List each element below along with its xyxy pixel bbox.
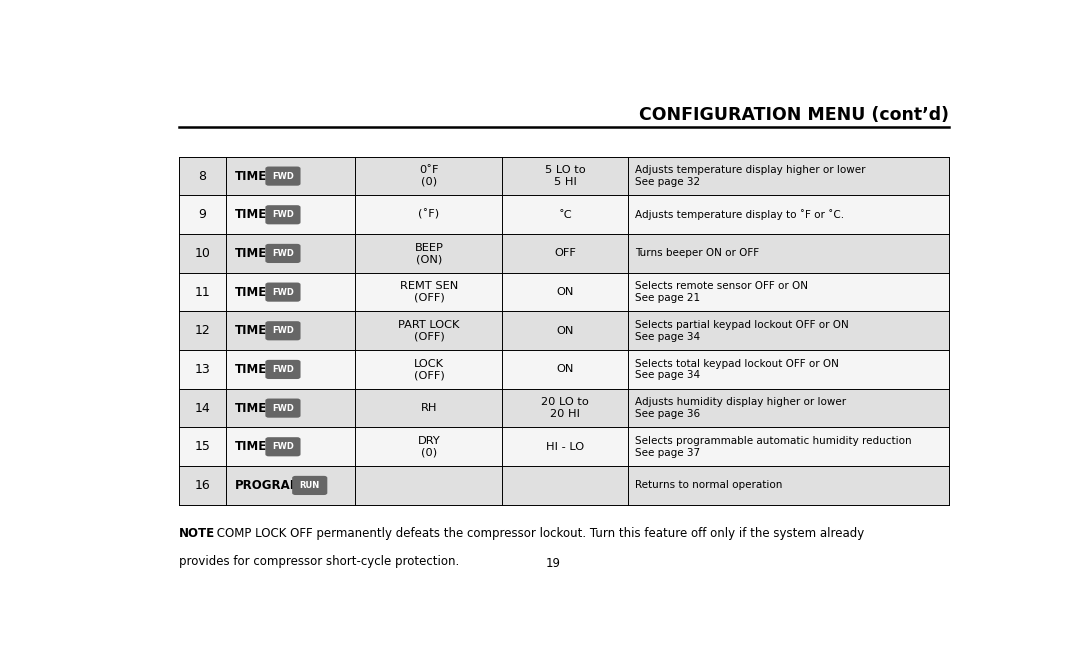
Text: RH: RH bbox=[421, 403, 437, 413]
Text: HI - LO: HI - LO bbox=[546, 441, 584, 452]
Text: 9: 9 bbox=[199, 208, 206, 221]
Bar bbox=[178, 466, 948, 505]
Text: 15: 15 bbox=[194, 440, 211, 453]
Text: 19: 19 bbox=[546, 557, 561, 571]
Text: 12: 12 bbox=[194, 324, 211, 337]
Text: ON: ON bbox=[556, 364, 573, 375]
FancyBboxPatch shape bbox=[266, 244, 300, 263]
FancyBboxPatch shape bbox=[266, 205, 300, 225]
Text: TIME: TIME bbox=[234, 247, 267, 260]
Text: FWD: FWD bbox=[272, 288, 294, 297]
Bar bbox=[178, 350, 948, 389]
Text: TIME: TIME bbox=[234, 170, 267, 183]
Text: LOCK
(OFF): LOCK (OFF) bbox=[414, 359, 444, 381]
Text: ON: ON bbox=[556, 287, 573, 297]
Text: 16: 16 bbox=[194, 479, 211, 492]
Text: provides for compressor short-cycle protection.: provides for compressor short-cycle prot… bbox=[178, 555, 459, 568]
Text: ON: ON bbox=[556, 326, 573, 336]
Text: BEEP
(ON): BEEP (ON) bbox=[415, 242, 444, 264]
Text: 14: 14 bbox=[194, 402, 211, 415]
Bar bbox=[178, 234, 948, 272]
Text: FWD: FWD bbox=[272, 210, 294, 219]
Text: FWD: FWD bbox=[272, 249, 294, 258]
FancyBboxPatch shape bbox=[266, 282, 300, 302]
Bar bbox=[178, 195, 948, 234]
Text: Returns to normal operation: Returns to normal operation bbox=[635, 480, 782, 491]
FancyBboxPatch shape bbox=[266, 321, 300, 341]
Text: 0˚F
(0): 0˚F (0) bbox=[419, 165, 438, 187]
Text: 10: 10 bbox=[194, 247, 211, 260]
Bar bbox=[178, 389, 948, 428]
Text: Selects total keypad lockout OFF or ON
See page 34: Selects total keypad lockout OFF or ON S… bbox=[635, 359, 838, 381]
Text: FWD: FWD bbox=[272, 403, 294, 413]
Text: RUN: RUN bbox=[299, 481, 320, 490]
Text: 8: 8 bbox=[199, 170, 206, 183]
Text: Selects programmable automatic humidity reduction
See page 37: Selects programmable automatic humidity … bbox=[635, 436, 912, 458]
Text: 5 LO to
5 HI: 5 LO to 5 HI bbox=[545, 165, 585, 187]
Text: NOTE: NOTE bbox=[178, 527, 215, 540]
Text: TIME: TIME bbox=[234, 286, 267, 299]
FancyBboxPatch shape bbox=[266, 398, 300, 418]
Text: Selects remote sensor OFF or ON
See page 21: Selects remote sensor OFF or ON See page… bbox=[635, 281, 808, 303]
Bar bbox=[178, 311, 948, 350]
Text: TIME: TIME bbox=[234, 440, 267, 453]
Text: FWD: FWD bbox=[272, 365, 294, 374]
Text: DRY
(0): DRY (0) bbox=[418, 436, 441, 458]
Text: ˚C: ˚C bbox=[558, 210, 572, 220]
Text: OFF: OFF bbox=[554, 248, 576, 259]
Text: PART LOCK
(OFF): PART LOCK (OFF) bbox=[399, 320, 460, 341]
FancyBboxPatch shape bbox=[293, 476, 327, 495]
Text: TIME: TIME bbox=[234, 402, 267, 415]
Text: 13: 13 bbox=[194, 363, 211, 376]
Bar bbox=[178, 428, 948, 466]
Text: 11: 11 bbox=[194, 286, 211, 299]
Text: CONFIGURATION MENU (cont’d): CONFIGURATION MENU (cont’d) bbox=[638, 107, 948, 124]
Text: (˚F): (˚F) bbox=[418, 210, 440, 220]
Text: Turns beeper ON or OFF: Turns beeper ON or OFF bbox=[635, 248, 759, 259]
Text: REMT SEN
(OFF): REMT SEN (OFF) bbox=[400, 281, 458, 303]
FancyBboxPatch shape bbox=[266, 437, 300, 457]
Text: TIME: TIME bbox=[234, 324, 267, 337]
FancyBboxPatch shape bbox=[266, 166, 300, 185]
Text: TIME: TIME bbox=[234, 363, 267, 376]
Text: Selects partial keypad lockout OFF or ON
See page 34: Selects partial keypad lockout OFF or ON… bbox=[635, 320, 849, 341]
Text: : COMP LOCK OFF permanently defeats the compressor lockout. Turn this feature of: : COMP LOCK OFF permanently defeats the … bbox=[210, 527, 865, 540]
Bar bbox=[178, 272, 948, 311]
Text: Adjusts humidity display higher or lower
See page 36: Adjusts humidity display higher or lower… bbox=[635, 398, 846, 419]
Text: FWD: FWD bbox=[272, 326, 294, 335]
Text: TIME: TIME bbox=[234, 208, 267, 221]
FancyBboxPatch shape bbox=[266, 360, 300, 379]
Text: PROGRAM: PROGRAM bbox=[234, 479, 302, 492]
Text: 20 LO to
20 HI: 20 LO to 20 HI bbox=[541, 398, 590, 419]
Text: FWD: FWD bbox=[272, 442, 294, 451]
Text: Adjusts temperature display higher or lower
See page 32: Adjusts temperature display higher or lo… bbox=[635, 165, 865, 187]
Bar bbox=[178, 157, 948, 195]
Text: Adjusts temperature display to ˚F or ˚C.: Adjusts temperature display to ˚F or ˚C. bbox=[635, 210, 843, 220]
Text: FWD: FWD bbox=[272, 172, 294, 181]
